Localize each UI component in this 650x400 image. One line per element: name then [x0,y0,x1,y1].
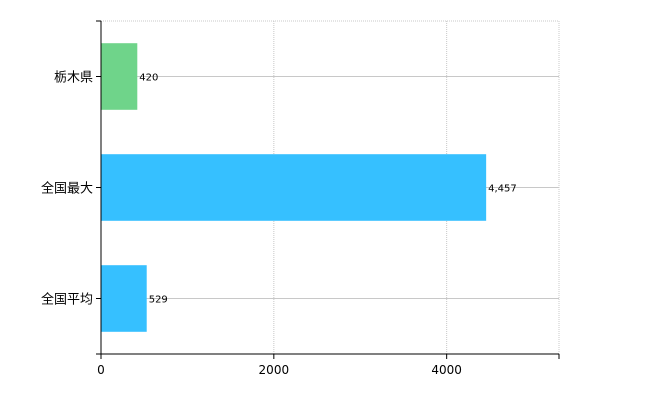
data-label-2: 529 [149,295,168,306]
category-label-0: 栃木県 [54,71,93,86]
x-tick-label-1: 2000 [259,363,290,377]
bar-0 [101,43,138,110]
bars [101,43,487,332]
category-label-1: 全国最大 [41,181,93,197]
bar-1 [101,154,487,221]
x-tick-label-0: 0 [97,363,105,377]
data-label-0: 420 [139,73,158,84]
category-label-2: 全国平均 [41,292,93,308]
x-tick-label-2: 4000 [431,363,462,377]
bar-2 [101,265,147,332]
data-label-1: 4,457 [488,184,517,195]
axes [96,20,560,359]
